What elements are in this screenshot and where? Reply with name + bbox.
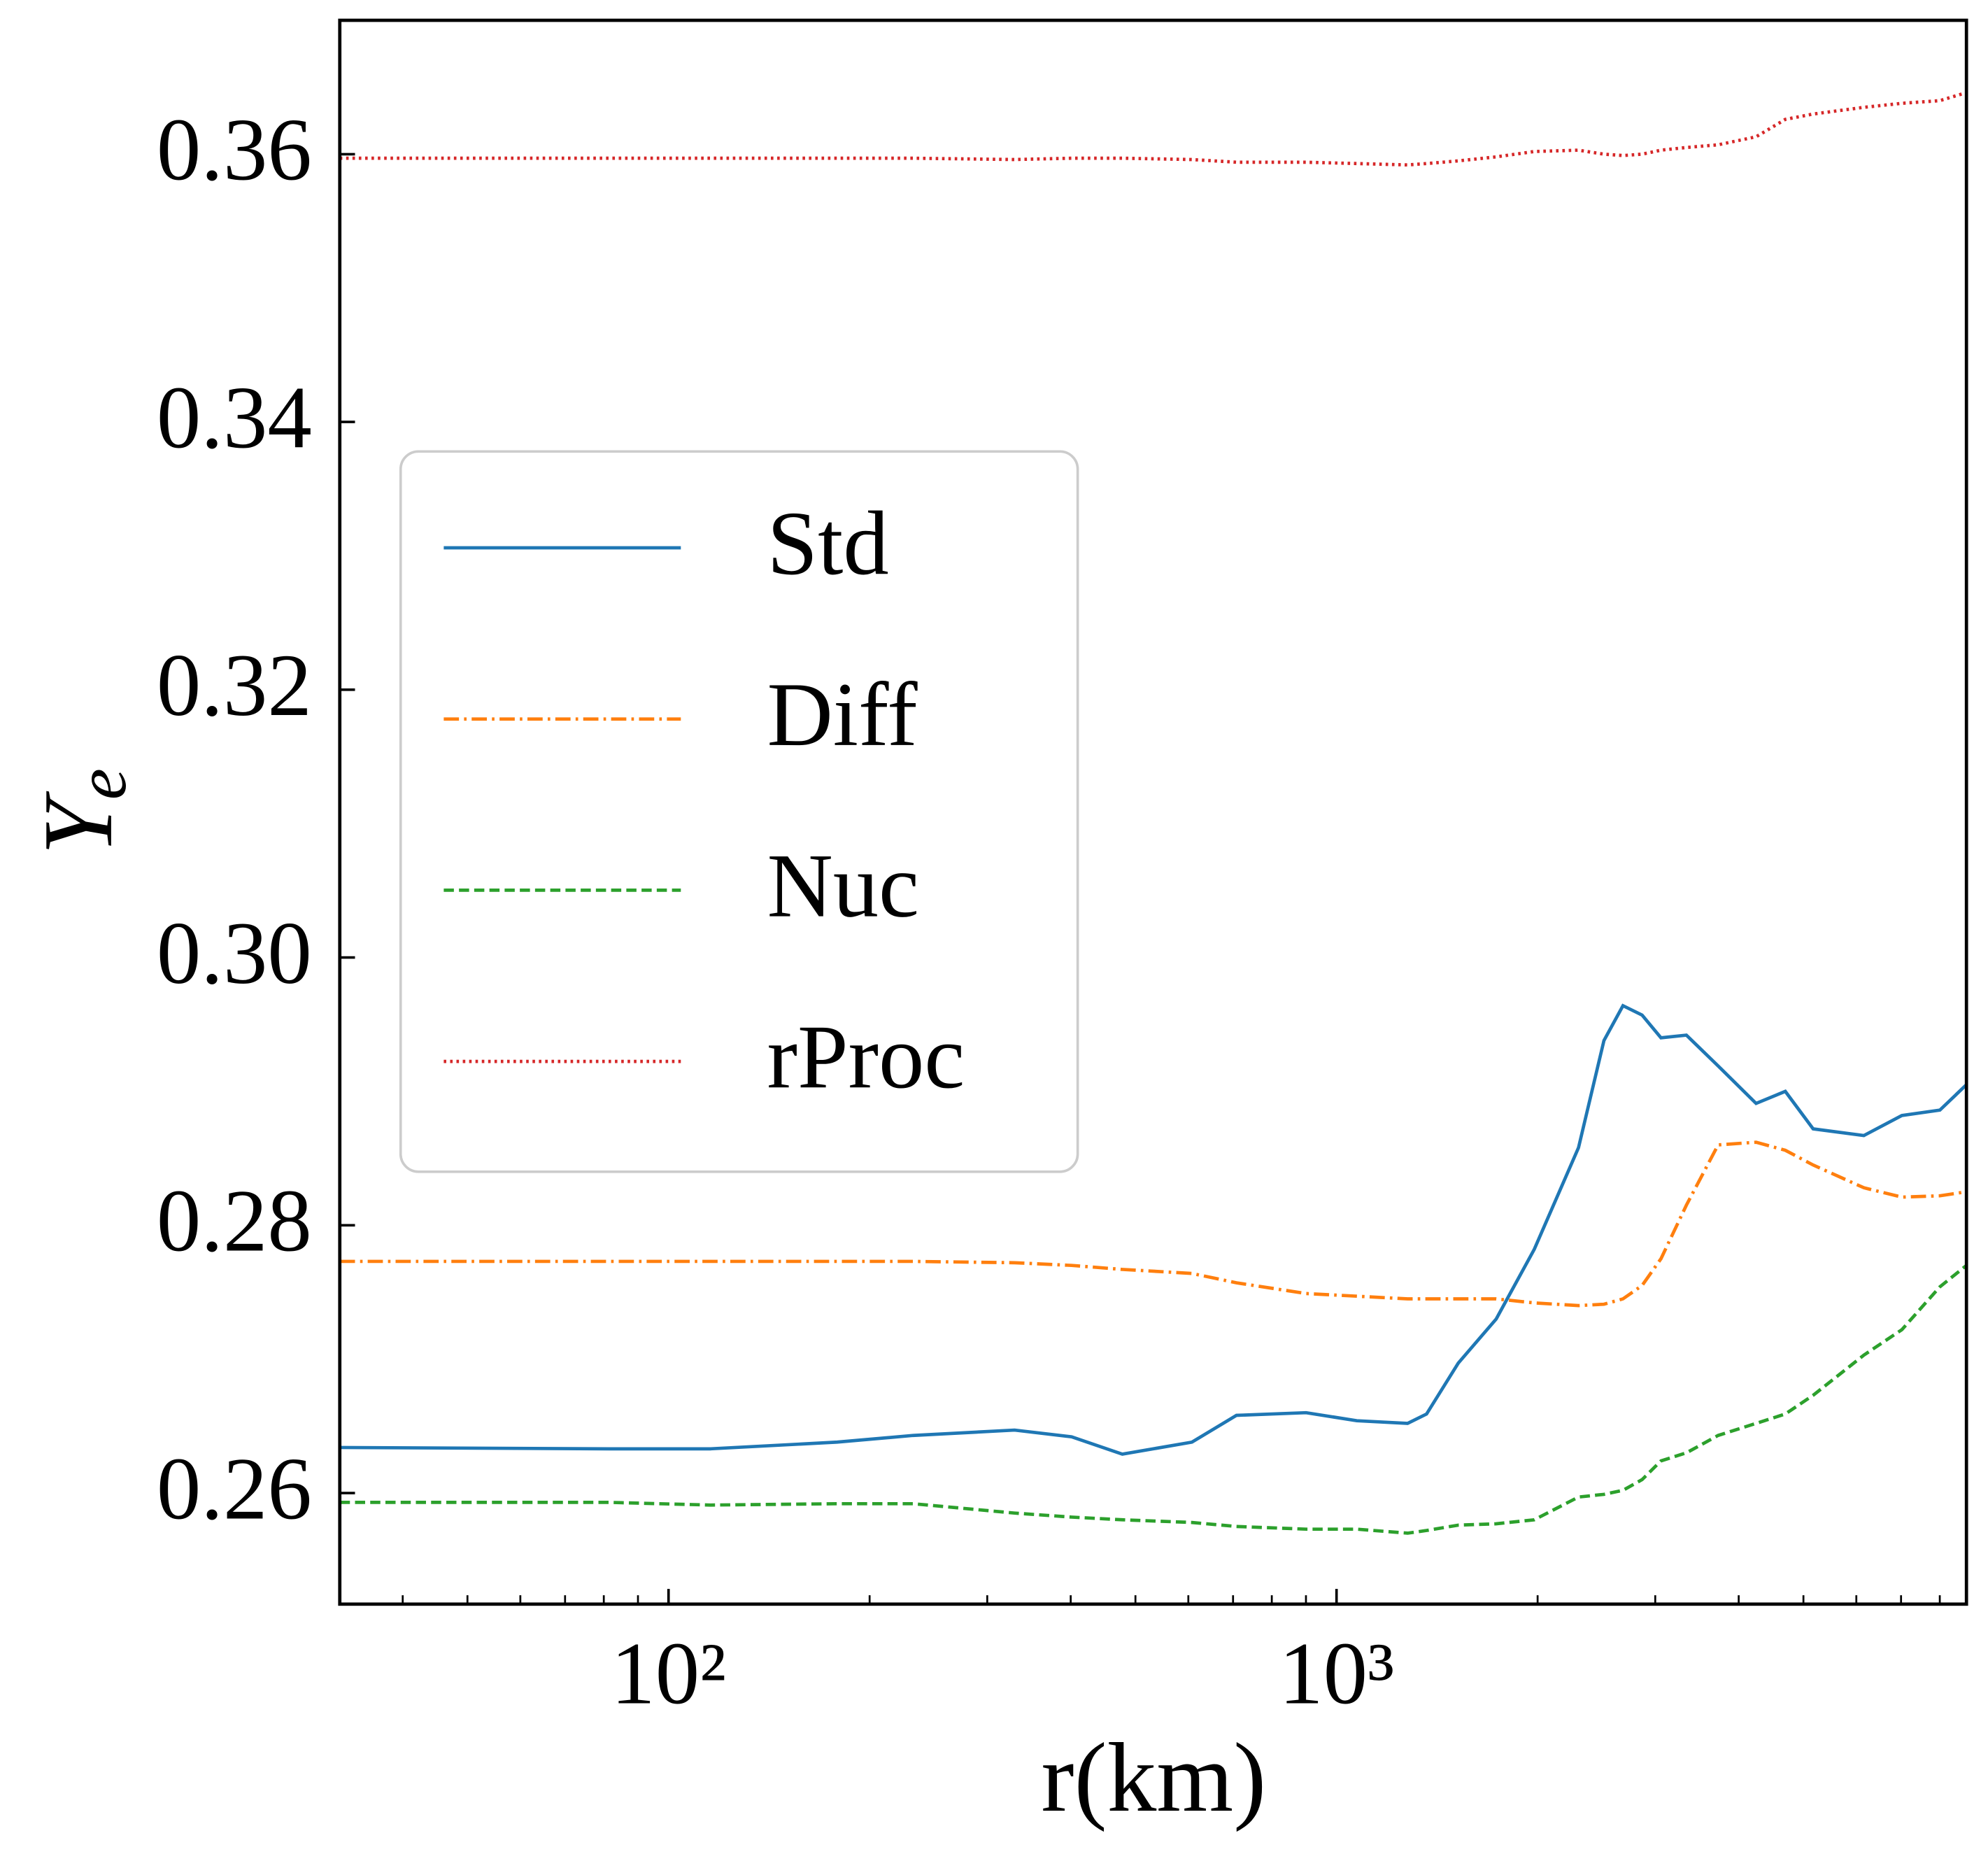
series-line bbox=[339, 1140, 1967, 1308]
y-axis-label: Ye bbox=[23, 768, 141, 855]
x-axis-label: r(km) bbox=[1041, 1722, 1266, 1832]
y-tick-label: 0.28 bbox=[157, 1173, 312, 1271]
series-line bbox=[339, 91, 1967, 167]
x-tick-label: 10² bbox=[611, 1625, 726, 1722]
legend-label: Nuc bbox=[767, 836, 919, 937]
y-tick-label: 0.26 bbox=[157, 1440, 312, 1538]
x-tick-label: 10³ bbox=[1279, 1625, 1394, 1722]
series-line bbox=[339, 1003, 1967, 1456]
y-tick-label: 0.30 bbox=[157, 905, 312, 1003]
legend-label: rProc bbox=[767, 1007, 965, 1108]
legend-label: Diff bbox=[767, 665, 918, 765]
y-tick-label: 0.34 bbox=[157, 369, 312, 467]
plot-frame bbox=[338, 18, 1968, 1606]
y-axis-label-base: Y bbox=[23, 791, 133, 855]
legend-box bbox=[399, 450, 1079, 1173]
legend-label: Std bbox=[767, 493, 889, 594]
y-axis-label-sub: e bbox=[62, 768, 141, 800]
y-tick-label: 0.32 bbox=[157, 637, 312, 735]
series-line bbox=[339, 1264, 1967, 1535]
y-tick-label: 0.36 bbox=[157, 101, 312, 199]
